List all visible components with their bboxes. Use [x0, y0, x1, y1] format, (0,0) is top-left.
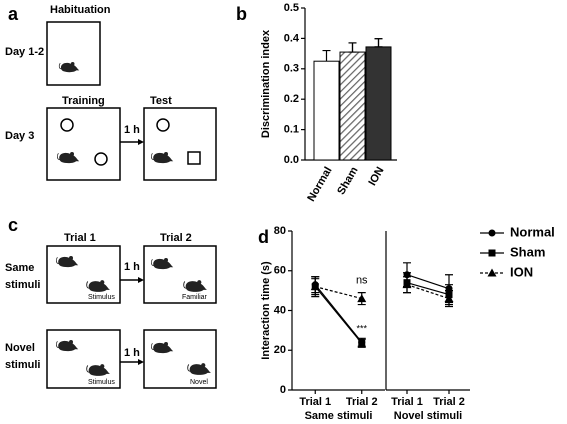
object — [187, 151, 201, 165]
label: Training — [62, 95, 105, 107]
label: 1 h — [124, 261, 140, 273]
y-tick-label: 60 — [274, 265, 286, 277]
y-tick-label: 0.0 — [284, 154, 299, 166]
label: Same — [5, 262, 34, 274]
y-axis-label: Interaction time (s) — [260, 261, 272, 360]
series-line — [406, 284, 450, 300]
label: 1 h — [124, 347, 140, 359]
panel-c: c Trial 1 Trial 2 Same stimuli Novel sti… — [5, 215, 217, 389]
y-tick-label: 80 — [274, 225, 286, 237]
object — [156, 118, 170, 132]
arrow-head — [138, 359, 144, 365]
marker — [358, 339, 366, 347]
y-tick-label: 0.1 — [284, 124, 299, 136]
label: Familiar — [182, 294, 208, 301]
arena — [46, 21, 101, 86]
series-line — [314, 286, 363, 344]
arena — [143, 329, 217, 389]
label: Novel — [5, 342, 35, 354]
label: Stimulus — [88, 294, 115, 301]
y-tick-label: 0.3 — [284, 63, 299, 75]
object — [60, 118, 74, 132]
legend-label: Normal — [510, 224, 555, 239]
x-tick-label: Sham — [335, 165, 360, 197]
label: stimuli — [5, 279, 40, 291]
series-line — [314, 284, 363, 343]
panel-a: a Habituation Day 1-2 Training Test Day … — [5, 4, 217, 181]
label: Day 1-2 — [5, 46, 44, 58]
panel-label: c — [8, 215, 18, 235]
legend-label: Sham — [510, 244, 545, 259]
label: 1 h — [124, 124, 140, 136]
marker — [310, 282, 320, 291]
bar — [339, 51, 366, 161]
label: Trial 2 — [160, 232, 192, 244]
y-tick-label: 0.5 — [284, 2, 299, 14]
bar — [313, 60, 340, 161]
annotation: *** — [356, 324, 367, 334]
panel-label: b — [236, 4, 247, 24]
group-label: Novel stimuli — [394, 410, 462, 422]
arrow-head — [138, 139, 144, 145]
x-tick-label: Trial 2 — [433, 396, 465, 408]
arena — [143, 107, 217, 181]
x-tick-label: Normal — [305, 165, 334, 204]
marker — [357, 294, 367, 303]
panel-label: d — [258, 227, 269, 247]
object — [94, 152, 108, 166]
marker — [487, 268, 497, 277]
marker — [488, 249, 496, 257]
label: Trial 1 — [64, 232, 96, 244]
annotation: ns — [356, 275, 368, 287]
arena — [143, 245, 217, 304]
group-label: Same stimuli — [305, 410, 373, 422]
y-tick-label: 0.4 — [284, 32, 300, 44]
y-axis-label: Discrimination index — [260, 29, 272, 138]
arena — [46, 245, 121, 304]
marker — [402, 280, 412, 289]
error-bar — [374, 38, 383, 48]
label: Habituation — [50, 4, 111, 16]
legend-label: ION — [510, 264, 533, 279]
arrow-head — [138, 277, 144, 283]
y-tick-label: 0 — [280, 384, 286, 396]
x-tick-label: ION — [366, 165, 386, 188]
marker — [488, 229, 496, 237]
arena — [46, 329, 121, 389]
bar — [365, 46, 392, 161]
series-line — [315, 286, 362, 300]
error-bar — [348, 42, 357, 53]
label: stimuli — [5, 359, 40, 371]
x-tick-label: Trial 1 — [391, 396, 423, 408]
panel-label: a — [8, 4, 19, 24]
arena — [46, 107, 121, 181]
label: Day 3 — [5, 130, 34, 142]
y-tick-label: 40 — [274, 304, 286, 316]
y-tick-label: 20 — [274, 344, 286, 356]
y-tick-label: 0.2 — [284, 93, 299, 105]
marker — [444, 294, 454, 303]
label: Test — [150, 95, 172, 107]
series-line — [406, 274, 450, 290]
series-line — [406, 282, 450, 296]
x-tick-label: Trial 1 — [299, 396, 331, 408]
x-tick-label: Trial 2 — [346, 396, 378, 408]
label: Novel — [190, 379, 208, 386]
label: Stimulus — [88, 379, 115, 386]
